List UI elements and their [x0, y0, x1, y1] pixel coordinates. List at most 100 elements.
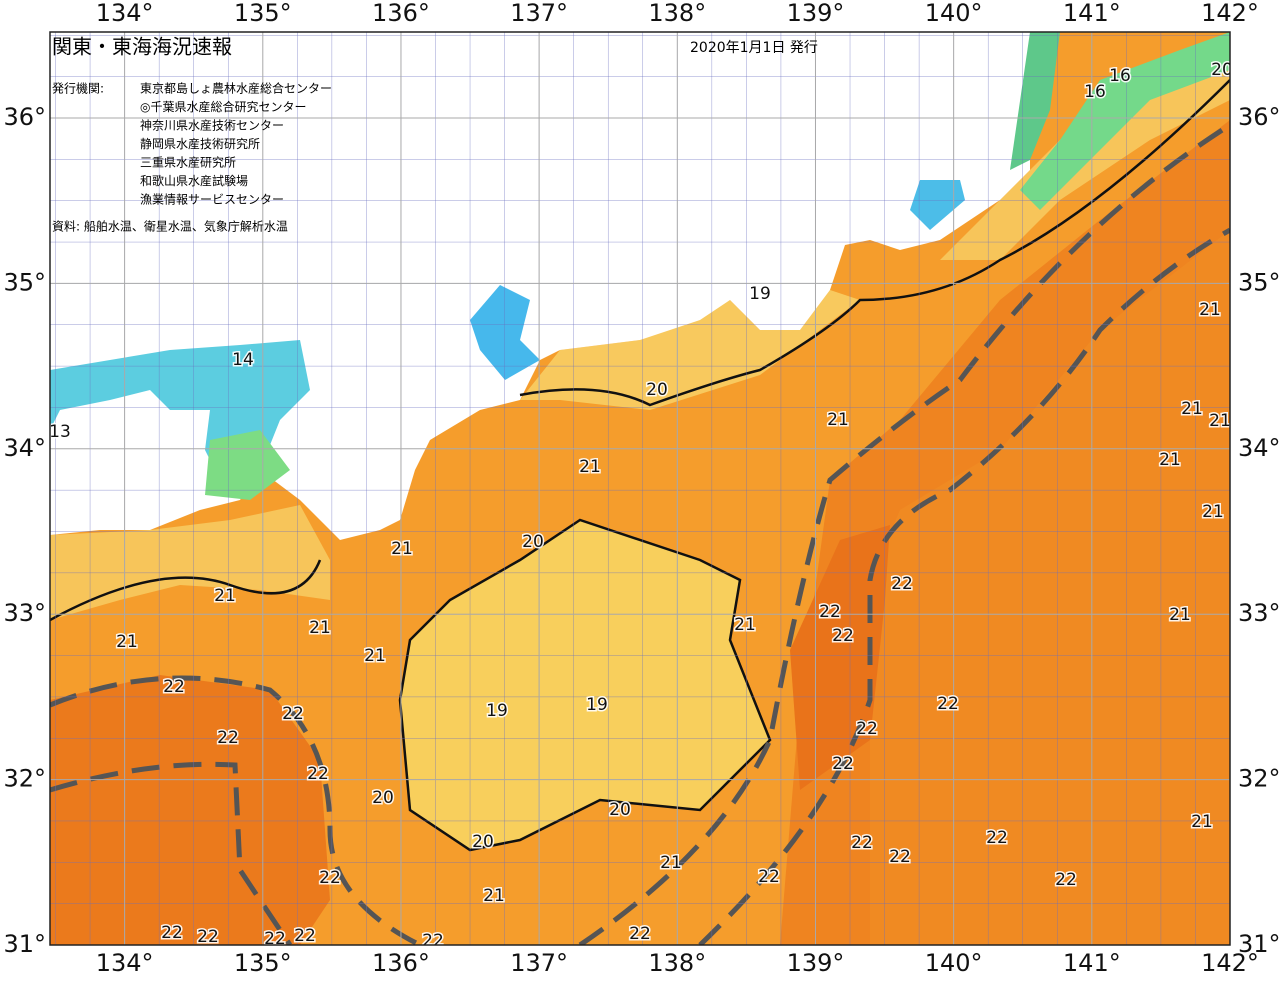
- contour-label: 22: [307, 764, 329, 784]
- contour-label: 22: [819, 602, 841, 622]
- contour-label: 22: [629, 924, 651, 944]
- lon-label: 139°: [787, 0, 845, 27]
- contour-label: 21: [309, 618, 331, 638]
- contour-label: 19: [749, 284, 771, 304]
- warm-field: [870, 230, 1230, 945]
- contour-label: 20: [646, 380, 668, 400]
- lon-label: 134°: [96, 0, 154, 27]
- lat-label: 34°: [1238, 434, 1280, 462]
- map-frame: [49, 31, 1231, 946]
- contour-label: 21: [1169, 605, 1191, 625]
- ise-bay: [470, 285, 540, 380]
- lon-label: 141°: [1063, 949, 1121, 977]
- axis-labels: 134° 134° 135° 135° 136° 136° 137° 137° 138° 138°…: [3, 0, 1280, 977]
- title: 関東・東海海況速報: [52, 35, 232, 59]
- contour-label: 22: [937, 694, 959, 714]
- issuer-list: 東京都島しょ農林水産総合センター ◎千葉県水産総合研究センター神奈川県水産技術セン…: [140, 81, 332, 207]
- lat-label: 35°: [3, 268, 46, 296]
- lat-label: 32°: [3, 765, 46, 793]
- land: [50, 32, 1030, 540]
- kuroshio-axis: [578, 122, 1230, 945]
- contour-label: 16: [1084, 82, 1106, 102]
- contour-label: 21: [734, 615, 756, 635]
- contour-line: [519, 79, 1230, 407]
- contour-label: 22: [758, 867, 780, 887]
- lon-label: 135°: [234, 949, 292, 977]
- lon-label: 135°: [234, 0, 292, 27]
- contour-label: 22: [161, 923, 183, 943]
- cool-coast: [520, 290, 860, 410]
- contour-label: 22: [422, 931, 444, 951]
- contour-label: 19: [486, 701, 508, 721]
- contour-label: 21: [1181, 399, 1203, 419]
- lon-label: 140°: [925, 949, 983, 977]
- issuer-label: 発行機関:: [52, 81, 104, 96]
- contour-label: 20: [522, 532, 544, 552]
- contour-label: 21: [364, 646, 386, 666]
- lat-label: 35°: [1238, 268, 1280, 296]
- issuer: 和歌山県水産試験場: [140, 173, 248, 188]
- lon-label: 142°: [1201, 0, 1259, 27]
- contour-label: 22: [1055, 870, 1077, 890]
- issuer: 静岡県水産技術研究所: [140, 136, 260, 151]
- contour-label: 20: [372, 788, 394, 808]
- contour-label: 21: [1159, 450, 1181, 470]
- lon-label: 142°: [1201, 949, 1259, 977]
- lat-label: 31°: [3, 930, 46, 958]
- kuroshio-axis: [698, 227, 1230, 945]
- contour-label: 22: [832, 754, 854, 774]
- contour-label: 20: [609, 800, 631, 820]
- kuroshio-axis: [50, 675, 422, 945]
- contour-label: 22: [319, 868, 341, 888]
- lon-label: 138°: [648, 0, 706, 27]
- lon-label: 140°: [925, 0, 983, 27]
- lat-label: 32°: [1238, 765, 1280, 793]
- kii-channel: [205, 430, 290, 500]
- contour-label: 22: [891, 574, 913, 594]
- contour-label: 21: [391, 539, 413, 559]
- lon-label: 138°: [648, 949, 706, 977]
- contour-label: 21: [483, 886, 505, 906]
- issuer: 神奈川県水産技術センター: [140, 118, 284, 133]
- contour-label: 22: [294, 926, 316, 946]
- contour-label: 21: [1191, 812, 1213, 832]
- issuer: 漁業情報サービスセンター: [140, 193, 284, 207]
- lon-label: 136°: [372, 0, 430, 27]
- contour-label: 14: [232, 350, 254, 370]
- contour-label: 21: [660, 853, 682, 873]
- contour-label: 21: [1209, 411, 1231, 431]
- contour-label: 21: [116, 632, 138, 652]
- lon-label: 134°: [96, 949, 154, 977]
- issuer: ◎千葉県水産総合研究センター: [140, 99, 306, 114]
- contour-label: 22: [163, 677, 185, 697]
- contour-label: 13: [49, 422, 71, 442]
- contour-label: 21: [1199, 300, 1221, 320]
- contour-label: 22: [264, 929, 286, 949]
- contour-label: 21: [827, 410, 849, 430]
- contour-label: 20: [1211, 60, 1233, 80]
- lat-label: 36°: [3, 103, 46, 131]
- contour-label: 16: [1109, 66, 1131, 86]
- contour-label: 22: [197, 927, 219, 947]
- contour-label: 21: [214, 586, 236, 606]
- contour-label: 22: [889, 847, 911, 867]
- contour-label: 21: [1202, 502, 1224, 522]
- lat-label: 33°: [3, 599, 46, 627]
- lon-label: 136°: [372, 949, 430, 977]
- contour-line: [50, 559, 322, 622]
- warm-core: [50, 675, 330, 945]
- contour-label: 22: [282, 704, 304, 724]
- contour-line: [398, 518, 772, 852]
- lon-label: 137°: [510, 949, 568, 977]
- contour-label: 22: [832, 626, 854, 646]
- lon-label: 139°: [787, 949, 845, 977]
- lat-label: 34°: [3, 434, 46, 462]
- issuer: 三重県水産研究所: [140, 155, 236, 170]
- contour-label: 22: [851, 833, 873, 853]
- contour-label: 22: [217, 728, 239, 748]
- source: 資料: 船舶水温、衛星水温、気象庁解析水温: [52, 219, 288, 234]
- contour-label: 20: [472, 832, 494, 852]
